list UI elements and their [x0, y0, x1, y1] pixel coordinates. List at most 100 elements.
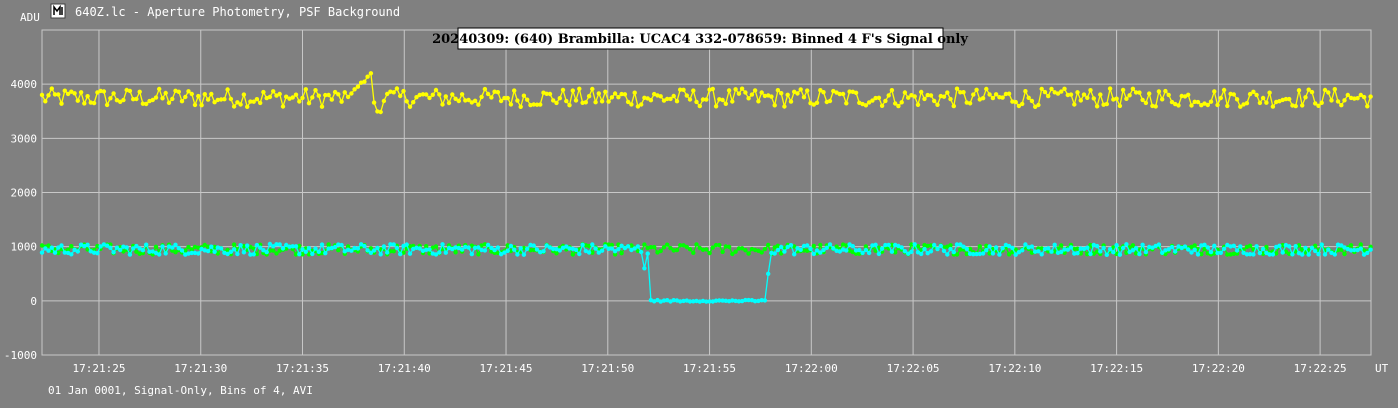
- data-point: [580, 242, 585, 247]
- data-point: [893, 101, 898, 106]
- data-point: [1218, 95, 1224, 101]
- data-point: [323, 251, 328, 256]
- data-point: [1238, 104, 1243, 109]
- data-point: [1133, 90, 1139, 95]
- data-point: [430, 92, 435, 98]
- data-point: [56, 245, 61, 250]
- data-point: [873, 242, 878, 247]
- data-point: [300, 247, 305, 252]
- data-point: [39, 243, 45, 248]
- data-point: [827, 98, 833, 104]
- data-point: [906, 251, 911, 256]
- data-point: [433, 244, 439, 249]
- data-point: [368, 246, 374, 251]
- data-point: [1036, 102, 1041, 108]
- data-point: [49, 86, 54, 91]
- data-point: [202, 242, 207, 248]
- data-point: [557, 248, 562, 253]
- data-point: [599, 248, 605, 253]
- data-point: [218, 97, 224, 102]
- data-point: [964, 251, 969, 257]
- data-point: [241, 92, 247, 97]
- data-point: [274, 242, 279, 247]
- data-point: [1332, 87, 1338, 92]
- data-point: [202, 92, 207, 97]
- data-point: [183, 248, 188, 253]
- data-point: [567, 246, 572, 251]
- data-point: [609, 246, 615, 251]
- data-point: [202, 248, 207, 253]
- data-point: [176, 246, 181, 251]
- data-point: [717, 97, 722, 102]
- data-point: [134, 243, 139, 249]
- data-point: [951, 249, 956, 255]
- data-point: [254, 97, 260, 102]
- data-point: [883, 98, 888, 104]
- data-point: [948, 96, 953, 102]
- data-point: [717, 242, 722, 248]
- data-point: [1137, 90, 1142, 95]
- data-point: [661, 245, 667, 250]
- data-point: [726, 244, 732, 249]
- data-point: [293, 252, 299, 257]
- data-point: [192, 250, 198, 256]
- data-point: [635, 244, 641, 249]
- data-point: [586, 94, 592, 99]
- data-point: [730, 298, 735, 303]
- app-icon[interactable]: [50, 3, 66, 19]
- data-point: [479, 247, 484, 253]
- data-point: [951, 103, 956, 109]
- data-point: [1114, 96, 1119, 101]
- data-point: [1244, 252, 1250, 257]
- data-point: [225, 247, 230, 253]
- data-point: [564, 244, 569, 249]
- data-point: [163, 251, 168, 256]
- data-point: [362, 79, 367, 84]
- data-point: [1306, 87, 1311, 92]
- data-point: [189, 91, 194, 97]
- data-point: [1283, 242, 1289, 248]
- data-point: [306, 101, 312, 106]
- data-point: [469, 243, 474, 248]
- data-point: [231, 247, 237, 252]
- data-point: [1114, 251, 1119, 257]
- data-point: [505, 248, 510, 253]
- data-point: [831, 246, 836, 251]
- data-point: [238, 243, 243, 248]
- data-point: [365, 74, 370, 79]
- data-point: [863, 103, 869, 108]
- data-point: [466, 97, 471, 103]
- data-point: [82, 244, 87, 249]
- data-point: [111, 91, 116, 96]
- data-point: [756, 248, 761, 253]
- data-point: [1244, 101, 1250, 106]
- data-point: [1254, 244, 1259, 249]
- data-point: [853, 248, 859, 253]
- data-point: [993, 245, 999, 250]
- data-point: [1238, 244, 1243, 249]
- data-point: [371, 248, 377, 253]
- data-point: [1068, 92, 1074, 97]
- data-point: [1098, 92, 1103, 97]
- data-point: [1013, 247, 1018, 252]
- data-point: [717, 298, 722, 303]
- data-point: [313, 88, 318, 93]
- data-point: [1251, 252, 1256, 257]
- data-point: [186, 251, 191, 256]
- data-point: [342, 249, 347, 254]
- data-point: [332, 89, 338, 95]
- data-point: [538, 102, 543, 107]
- data-point: [599, 99, 605, 104]
- data-point: [697, 103, 702, 109]
- data-point: [385, 250, 390, 255]
- data-point: [1029, 98, 1035, 104]
- data-point: [1042, 89, 1048, 95]
- data-point: [1124, 96, 1129, 102]
- data-point: [1277, 243, 1282, 248]
- data-point: [515, 252, 520, 257]
- data-point: [945, 252, 950, 257]
- data-point: [759, 250, 764, 255]
- data-point: [1205, 102, 1211, 108]
- data-point: [1169, 244, 1175, 250]
- data-point: [440, 242, 445, 247]
